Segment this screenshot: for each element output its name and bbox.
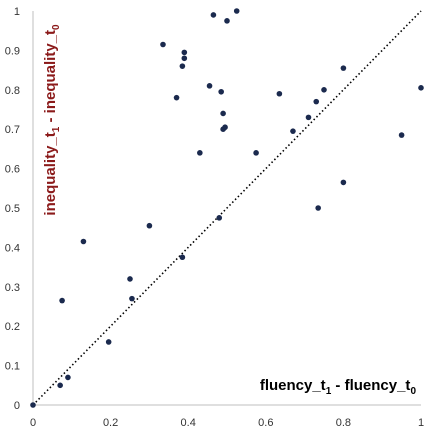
- y-tick-label: 0.4: [5, 242, 20, 254]
- data-point: [129, 295, 135, 302]
- y-tick-label: 0.2: [5, 321, 20, 333]
- y-axis-title: inequality_t1 - inequality_t0: [42, 24, 62, 216]
- y-tick-label: 1: [14, 6, 20, 18]
- data-point: [315, 205, 321, 211]
- data-point: [65, 374, 71, 381]
- x-tick-label: 0.4: [181, 417, 196, 429]
- y-tick-labels: 0 0.1 0.2 0.3 0.4 0.5 0.6 0.7 0.8 0.9 1: [5, 6, 20, 412]
- data-point: [233, 8, 240, 14]
- data-point: [179, 63, 186, 69]
- data-point: [321, 87, 327, 93]
- data-point: [146, 222, 153, 229]
- y-tick-label: 0.7: [5, 124, 20, 136]
- data-point: [181, 49, 188, 56]
- data-point: [305, 114, 312, 121]
- data-point: [253, 150, 259, 156]
- y-tick-label: 0: [14, 400, 20, 412]
- data-point: [160, 41, 166, 48]
- data-point: [30, 402, 36, 408]
- y-tick-label: 0.9: [5, 45, 20, 57]
- reference-diagonal-line: [32, 10, 422, 406]
- data-point: [398, 132, 405, 138]
- data-point: [80, 238, 87, 245]
- x-tick-label: 0.2: [103, 417, 118, 429]
- y-tick-label: 0.6: [5, 164, 20, 176]
- data-point: [57, 382, 63, 389]
- data-point: [220, 110, 226, 117]
- data-points: [30, 8, 424, 408]
- data-point: [290, 128, 296, 134]
- data-point: [218, 88, 224, 95]
- data-point: [210, 12, 217, 18]
- x-axis-title: fluency_t1 - fluency_t0: [260, 377, 417, 397]
- data-point: [59, 297, 65, 304]
- x-tick-label: 0.8: [336, 417, 351, 429]
- data-point: [127, 276, 133, 282]
- data-point: [197, 150, 203, 156]
- data-point: [340, 65, 347, 71]
- data-point: [313, 98, 320, 105]
- y-tick-label: 0.8: [5, 85, 20, 97]
- x-tick-label: 0: [30, 417, 36, 429]
- y-tick-label: 0.1: [5, 361, 20, 373]
- y-tick-label: 0.5: [5, 203, 20, 215]
- data-point: [179, 254, 186, 261]
- x-tick-labels: 0 0.2 0.4 0.6 0.8 1: [30, 417, 424, 429]
- axes: [32, 11, 421, 406]
- x-tick-label: 1: [418, 417, 424, 429]
- data-point: [222, 124, 228, 131]
- x-tick-label: 0.6: [258, 417, 273, 429]
- y-tick-label: 0.3: [5, 282, 20, 294]
- data-point: [224, 18, 230, 24]
- data-point: [181, 55, 188, 62]
- data-point: [418, 85, 424, 91]
- data-point: [340, 179, 347, 186]
- data-point: [173, 94, 180, 101]
- data-point: [206, 83, 213, 89]
- data-point: [105, 339, 112, 345]
- data-point: [276, 90, 283, 97]
- data-point: [216, 215, 223, 221]
